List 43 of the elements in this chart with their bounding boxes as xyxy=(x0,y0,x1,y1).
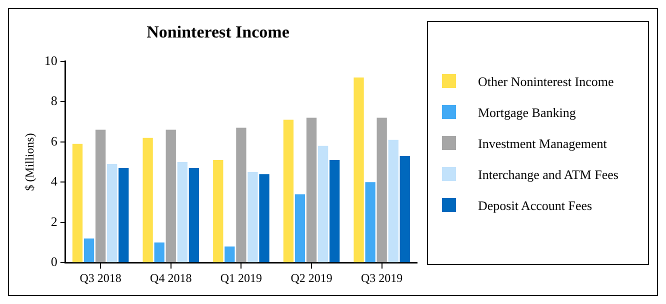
bar xyxy=(376,118,387,262)
bar xyxy=(188,168,200,262)
x-tick-label: Q2 2019 xyxy=(290,270,332,285)
bar xyxy=(107,164,118,262)
y-axis-title: $ (Millions) xyxy=(22,133,36,191)
bar xyxy=(142,138,153,262)
y-tick-label: 2 xyxy=(50,214,58,229)
x-tick-label: Q1 2019 xyxy=(220,270,262,285)
legend-label: Other Noninterest Income xyxy=(478,72,615,90)
bar xyxy=(388,140,398,262)
bar xyxy=(72,144,83,262)
legend-label: Mortgage Banking xyxy=(478,104,577,120)
bar xyxy=(259,174,270,262)
legend-label: Deposit Account Fees xyxy=(478,196,594,214)
bar xyxy=(118,168,129,262)
legend-label: Interchange and ATM Fees xyxy=(478,166,620,182)
y-tick-label: 4 xyxy=(50,174,58,189)
x-tick-label: Q3 2018 xyxy=(80,270,122,285)
y-tick-label: 10 xyxy=(44,52,58,68)
y-tick-label: 0 xyxy=(50,254,58,270)
bar xyxy=(365,182,376,262)
bar xyxy=(166,130,176,262)
bar xyxy=(84,238,94,262)
x-tick-label: Q3 2019 xyxy=(361,270,403,285)
bar xyxy=(400,156,410,262)
bar xyxy=(154,242,164,262)
legend-label: Investment Management xyxy=(478,134,608,152)
bar xyxy=(177,162,188,262)
bar xyxy=(330,160,340,262)
bar xyxy=(224,246,235,262)
bar xyxy=(283,120,294,262)
chart-title: Noninterest Income xyxy=(146,22,290,42)
bar xyxy=(294,194,306,262)
bar xyxy=(213,160,224,262)
x-tick-label: Q4 2018 xyxy=(150,270,192,285)
bar xyxy=(95,130,106,262)
bar xyxy=(248,172,258,262)
y-tick-label: 6 xyxy=(50,133,58,148)
y-tick-label: 8 xyxy=(50,93,58,108)
bar xyxy=(354,77,364,262)
bar xyxy=(306,118,317,262)
bar xyxy=(236,128,246,262)
bar xyxy=(318,146,328,262)
